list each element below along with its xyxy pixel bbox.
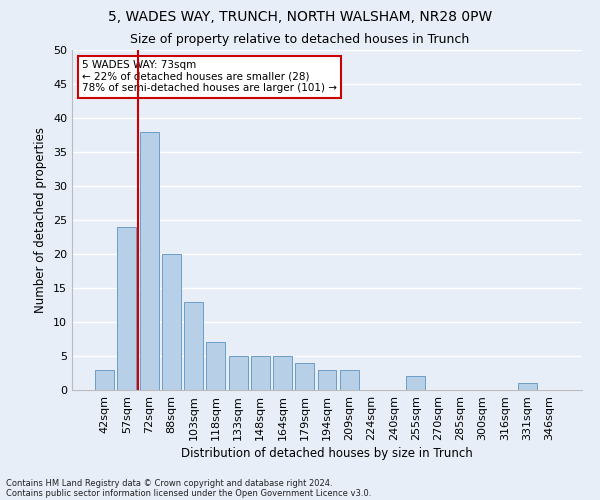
X-axis label: Distribution of detached houses by size in Trunch: Distribution of detached houses by size …: [181, 447, 473, 460]
Y-axis label: Number of detached properties: Number of detached properties: [34, 127, 47, 313]
Bar: [118, 227, 136, 390]
Bar: [295, 363, 314, 390]
Bar: [317, 370, 337, 390]
Bar: [273, 356, 292, 390]
Bar: [251, 356, 270, 390]
Bar: [184, 302, 203, 390]
Bar: [518, 383, 536, 390]
Bar: [140, 132, 158, 390]
Bar: [206, 342, 225, 390]
Bar: [229, 356, 248, 390]
Text: 5 WADES WAY: 73sqm
← 22% of detached houses are smaller (28)
78% of semi-detache: 5 WADES WAY: 73sqm ← 22% of detached hou…: [82, 60, 337, 94]
Bar: [406, 376, 425, 390]
Text: 5, WADES WAY, TRUNCH, NORTH WALSHAM, NR28 0PW: 5, WADES WAY, TRUNCH, NORTH WALSHAM, NR2…: [108, 10, 492, 24]
Bar: [162, 254, 181, 390]
Text: Contains HM Land Registry data © Crown copyright and database right 2024.: Contains HM Land Registry data © Crown c…: [6, 478, 332, 488]
Bar: [340, 370, 359, 390]
Text: Size of property relative to detached houses in Trunch: Size of property relative to detached ho…: [130, 32, 470, 46]
Bar: [95, 370, 114, 390]
Text: Contains public sector information licensed under the Open Government Licence v3: Contains public sector information licen…: [6, 488, 371, 498]
